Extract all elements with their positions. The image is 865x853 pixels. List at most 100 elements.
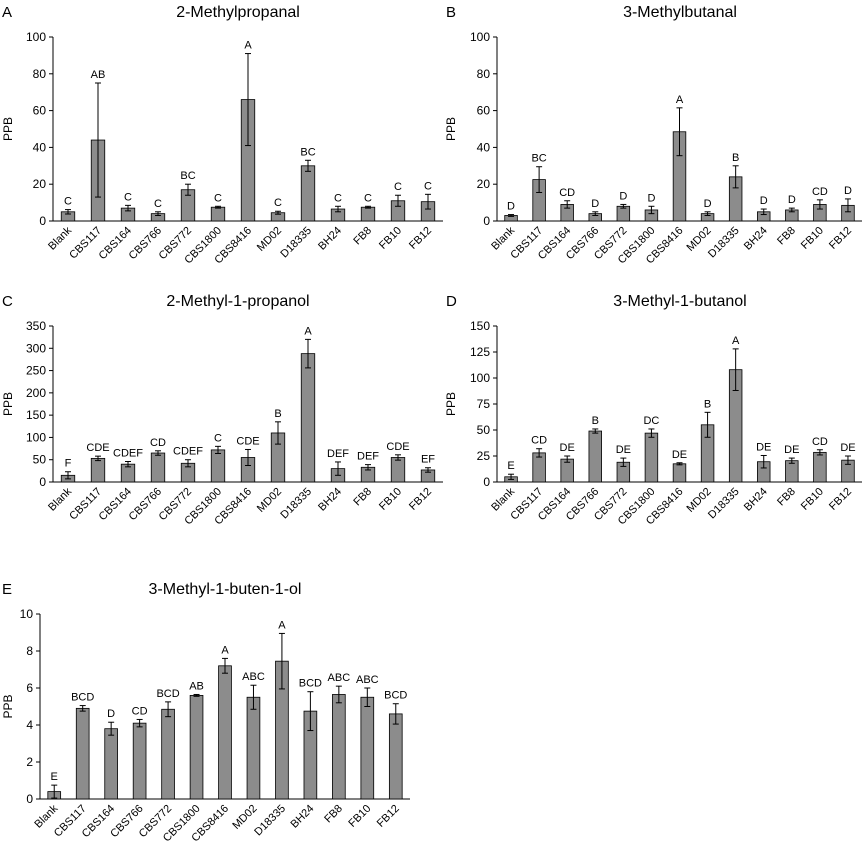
y-tick-label: 75 <box>477 397 491 411</box>
y-tick-label: 0 <box>483 214 490 228</box>
x-tick-label: FB12 <box>407 225 434 252</box>
chart-panel-c: C 2-Methyl-1-propanol PPB 0 50 100 150 200 250 30… <box>1 293 443 527</box>
significance-letter: C <box>64 196 72 208</box>
y-tick-label: 250 <box>26 364 46 378</box>
significance-letter: B <box>732 152 739 164</box>
x-tick-label: FB10 <box>377 486 404 513</box>
significance-letter: CD <box>559 187 575 199</box>
y-tick-label: 100 <box>470 30 490 44</box>
significance-letter: B <box>274 408 281 420</box>
y-axis-label: PPB <box>1 117 15 141</box>
y-tick-label: 125 <box>470 345 490 359</box>
significance-letter: A <box>278 619 286 631</box>
y-tick-label: 80 <box>33 67 47 81</box>
panel-letter: C <box>2 293 13 310</box>
chart-panel-e: E 3-Methyl-1-buten-1-olPPB0246810EBlankBC… <box>1 581 410 844</box>
y-tick-label: 150 <box>470 319 490 333</box>
significance-letter: CD <box>812 436 828 448</box>
significance-letter: BCD <box>299 678 322 690</box>
significance-letter: BC <box>531 153 546 165</box>
y-tick-label: 25 <box>477 449 491 463</box>
x-tick-label: FB10 <box>377 225 404 252</box>
x-tick-label: FB12 <box>375 803 402 830</box>
bar <box>588 430 602 483</box>
bar <box>75 707 90 800</box>
significance-letter: D <box>788 194 796 206</box>
significance-letter: BCD <box>71 692 94 704</box>
y-tick-label: 50 <box>477 423 491 437</box>
significance-letter: BC <box>180 170 195 182</box>
x-tick-label: BH24 <box>316 225 344 253</box>
y-axis-label: PPB <box>1 694 15 718</box>
x-tick-label: D18335 <box>252 803 288 839</box>
significance-letter: A <box>304 325 312 337</box>
bar <box>132 722 147 800</box>
significance-letter: ABC <box>328 672 351 684</box>
bar <box>672 463 687 483</box>
significance-letter: A <box>732 335 740 347</box>
y-tick-label: 40 <box>477 140 491 154</box>
significance-letter: C <box>124 191 132 203</box>
y-tick-label: 6 <box>26 681 33 695</box>
bar <box>150 452 166 483</box>
y-axis-label: PPB <box>444 392 458 416</box>
y-tick-label: 80 <box>477 67 491 81</box>
x-tick-label: FB12 <box>407 486 434 513</box>
significance-letter: CDEF <box>173 446 203 458</box>
bar <box>360 206 376 222</box>
chart-panel-b: B 3-MethylbutanalPPB020406080100DBlankBCC… <box>444 4 862 266</box>
significance-letter: CDE <box>236 435 259 447</box>
significance-letter: D <box>507 201 515 213</box>
x-tick-label: FB8 <box>322 803 345 826</box>
y-tick-label: 300 <box>26 341 46 355</box>
significance-letter: BCD <box>156 688 179 700</box>
significance-letter: D <box>647 192 655 204</box>
significance-letter: BC <box>300 146 315 158</box>
significance-letter: CD <box>531 435 547 447</box>
significance-letter: B <box>704 398 711 410</box>
significance-letter: AB <box>189 680 204 692</box>
x-tick-label: BH24 <box>742 225 770 253</box>
significance-letter: EF <box>421 454 435 466</box>
significance-letter: ABC <box>242 671 265 683</box>
significance-letter: DE <box>672 449 687 461</box>
bar <box>644 432 659 483</box>
x-tick-label: FB8 <box>351 486 374 509</box>
y-axis-label: PPB <box>444 117 458 141</box>
x-tick-label: BH24 <box>289 803 317 831</box>
y-tick-label: 2 <box>26 755 33 769</box>
bar <box>90 457 106 483</box>
significance-letter: C <box>154 198 162 210</box>
significance-letter: F <box>65 458 72 470</box>
significance-letter: CD <box>132 705 148 717</box>
significance-letter: DE <box>840 442 855 454</box>
x-tick-label: FB10 <box>346 803 373 830</box>
significance-letter: B <box>592 415 599 427</box>
bar <box>246 696 261 800</box>
x-tick-label: D18335 <box>706 486 742 522</box>
significance-letter: ABC <box>356 674 379 686</box>
significance-letter: C <box>364 192 372 204</box>
significance-letter: C <box>334 192 342 204</box>
x-tick-label: D18335 <box>278 225 314 261</box>
x-tick-label: FB10 <box>799 225 826 252</box>
significance-letter: C <box>394 181 402 193</box>
x-tick-label: D18335 <box>706 225 742 261</box>
y-tick-label: 40 <box>33 140 47 154</box>
significance-letter: CDE <box>386 441 409 453</box>
panel-letter: D <box>446 293 457 310</box>
significance-letter: E <box>51 771 58 783</box>
bar <box>388 713 403 800</box>
bar <box>210 206 226 222</box>
significance-letter: DE <box>756 441 771 453</box>
bar <box>300 353 316 483</box>
bar <box>332 694 346 800</box>
significance-letter: C <box>214 192 222 204</box>
y-tick-label: 4 <box>26 718 33 732</box>
significance-letter: CD <box>150 437 166 449</box>
x-tick-label: FB8 <box>351 225 374 248</box>
x-tick-label: FB8 <box>775 225 798 248</box>
chart-title: 2-Methyl-1-propanol <box>166 293 309 310</box>
bar <box>104 728 118 800</box>
significance-letter: DE <box>784 444 799 456</box>
